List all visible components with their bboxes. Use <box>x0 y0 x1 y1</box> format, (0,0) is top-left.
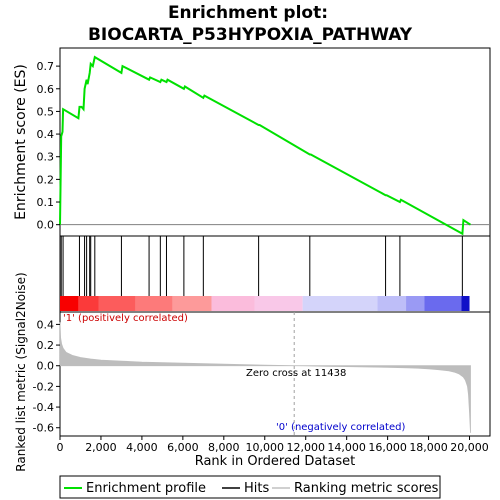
heat-segment-2 <box>98 296 136 311</box>
es-y-tick-label-2: 0.2 <box>37 173 55 186</box>
metric-panel-frame <box>59 311 491 437</box>
metric-y-tick-label-3: -0.2 <box>33 380 54 393</box>
hits-layer <box>60 236 463 296</box>
metric-y-tick-label-2: 0.0 <box>37 360 55 373</box>
metric-y-tick-label-4: -0.4 <box>33 401 54 414</box>
x-tick-label-5: 10,000 <box>246 441 285 454</box>
es-y-tick-label-0: 0.0 <box>37 219 55 232</box>
x-tick-label-9: 18,000 <box>409 441 448 454</box>
legend-metric-label: Ranking metric scores <box>294 481 439 496</box>
chart-title-line2: BIOCARTA_P53HYPOXIA_PATHWAY <box>88 25 413 45</box>
heat-segment-6 <box>254 296 303 311</box>
metric-y-tick-label-5: -0.6 <box>33 422 54 435</box>
metric-y-tick-label-0: 0.4 <box>37 318 55 331</box>
metric-layer <box>59 312 471 436</box>
x-tick-label-8: 16,000 <box>368 441 407 454</box>
chart-title-line1: Enrichment plot: <box>168 3 328 23</box>
x-axis-label: Rank in Ordered Dataset <box>195 454 356 469</box>
zero-cross-label: Zero cross at 11438 <box>246 368 346 379</box>
es-layer <box>59 55 490 236</box>
es-curve <box>59 55 472 236</box>
heat-segment-5 <box>211 296 255 311</box>
heat-segment-7 <box>302 296 378 311</box>
es-y-axis-label: Enrichment score (ES) <box>13 64 29 220</box>
es-y-tick-label-3: 0.3 <box>37 151 55 164</box>
metric-y-axis-label: Ranked list metric (Signal2Noise) <box>14 272 28 471</box>
heat-segment-3 <box>135 296 173 311</box>
metric-area <box>59 322 471 433</box>
heat-segment-10 <box>424 296 462 311</box>
x-tick-label-1: 2,000 <box>85 441 117 454</box>
heat-segment-4 <box>172 296 212 311</box>
x-tick-label-7: 14,000 <box>327 441 366 454</box>
legend-es-label: Enrichment profile <box>86 481 206 496</box>
x-tick-label-3: 6,000 <box>167 441 199 454</box>
heat-segment-9 <box>406 296 425 311</box>
negative-correlated-label: '0' (negatively correlated) <box>276 422 405 433</box>
metric-y-tick-label-1: 0.2 <box>37 339 55 352</box>
positive-correlated-label: '1' (positively correlated) <box>63 313 188 324</box>
x-tick-label-2: 4,000 <box>126 441 158 454</box>
axes-layer: 0.0 0.1 0.2 0.3 0.4 0.5 0.6 0.7 0.4 0.2 0.0 -0.2 -0.… <box>33 60 489 454</box>
es-y-tick-label-6: 0.6 <box>37 83 55 96</box>
legend-box <box>59 475 441 499</box>
x-tick-label-10: 20,000 <box>450 441 489 454</box>
legend-hits-label: Hits <box>244 481 269 496</box>
heat-segment-1 <box>78 296 99 311</box>
es-panel-frame <box>59 47 491 237</box>
heat-segment-11 <box>461 296 470 311</box>
es-y-tick-label-5: 0.5 <box>37 105 55 118</box>
heat-segment-0 <box>60 296 79 311</box>
heat-bar <box>60 296 470 311</box>
x-tick-label-0: 0 <box>57 441 64 454</box>
x-tick-label-6: 12,000 <box>286 441 325 454</box>
es-y-tick-label-1: 0.1 <box>37 196 55 209</box>
es-y-tick-label-4: 0.4 <box>37 128 55 141</box>
es-y-tick-label-7: 0.7 <box>37 60 55 73</box>
x-tick-label-4: 8,000 <box>208 441 240 454</box>
heat-segment-8 <box>377 296 407 311</box>
